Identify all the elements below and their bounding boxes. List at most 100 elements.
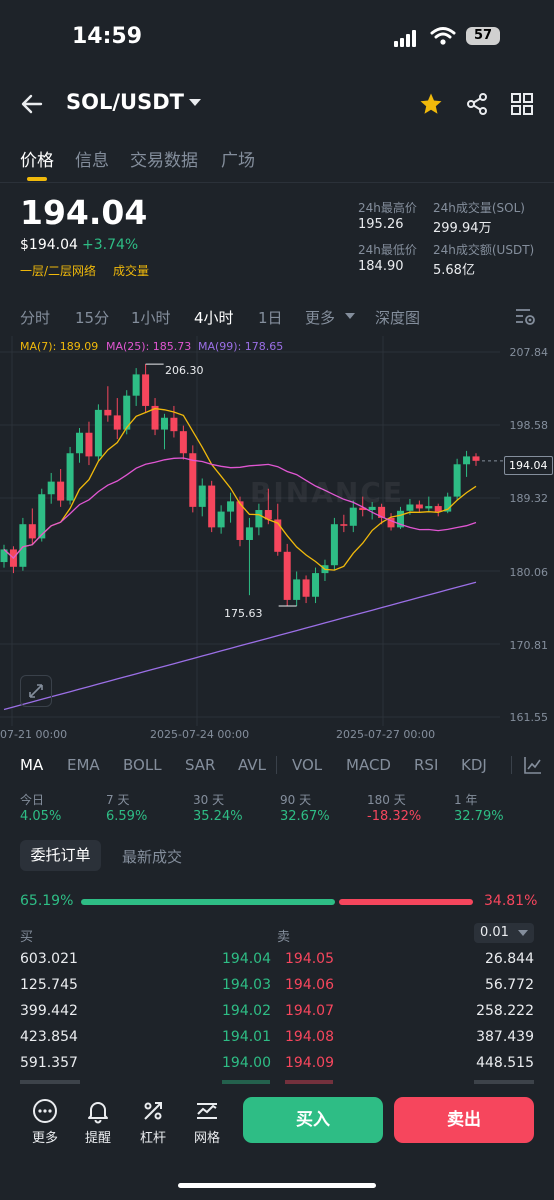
- pair-dropdown-icon[interactable]: [188, 98, 202, 108]
- candle-body: [142, 374, 150, 406]
- perf-label-180d: 180 天: [367, 793, 406, 807]
- home-indicator: [178, 1183, 376, 1188]
- watermark: BINANCE: [250, 476, 404, 509]
- bid-quantity[interactable]: 125.745: [20, 977, 78, 993]
- bid-price[interactable]: 194.01: [222, 1029, 271, 1045]
- tab-trading-data[interactable]: 交易数据: [130, 151, 198, 171]
- precision-selector[interactable]: 0.01: [474, 923, 534, 943]
- divider: [0, 182, 554, 183]
- bid-quantity[interactable]: 603.021: [20, 951, 78, 967]
- grid-trading-button[interactable]: [187, 1098, 227, 1128]
- more-button[interactable]: [25, 1098, 65, 1128]
- ask-quantity[interactable]: 26.844: [485, 951, 534, 967]
- more-label[interactable]: 更多: [32, 1131, 59, 1146]
- indicator-ema[interactable]: EMA: [67, 756, 100, 774]
- usd-price: $194.04: [20, 237, 78, 253]
- indicator-boll[interactable]: BOLL: [123, 756, 162, 774]
- buy-button[interactable]: 买入: [243, 1097, 383, 1143]
- ask-price[interactable]: 194.09: [285, 1055, 334, 1071]
- candle-body: [170, 417, 178, 432]
- candle-body: [312, 573, 320, 597]
- indicator-macd[interactable]: MACD: [346, 756, 391, 774]
- candle-body: [463, 456, 471, 465]
- chart-settings-icon[interactable]: [514, 306, 536, 326]
- indicator-vol[interactable]: VOL: [292, 756, 323, 774]
- indicator-rsi[interactable]: RSI: [414, 756, 439, 774]
- price-chart[interactable]: [0, 336, 554, 740]
- indicator-sar[interactable]: SAR: [185, 756, 216, 774]
- x-tick: 2025-07-27 00:00: [336, 728, 436, 741]
- x-tick: 2025-07-24 00:00: [150, 728, 250, 741]
- interval-more[interactable]: 更多: [305, 309, 336, 327]
- depth-chart-tab[interactable]: 深度图: [375, 309, 421, 327]
- candle-body: [113, 415, 121, 430]
- alert-label[interactable]: 提醒: [85, 1131, 112, 1146]
- favorite-star-icon[interactable]: [419, 92, 443, 116]
- leverage-button[interactable]: [133, 1098, 173, 1128]
- interval-1h[interactable]: 1小时: [131, 309, 171, 327]
- ask-quantity[interactable]: 56.772: [485, 977, 534, 993]
- alert-button[interactable]: [78, 1098, 118, 1128]
- candle-body: [349, 507, 357, 526]
- interval-1d[interactable]: 1日: [258, 309, 283, 327]
- candle-body: [283, 551, 291, 600]
- candle-body: [28, 524, 36, 539]
- pair-title[interactable]: SOL/USDT: [66, 90, 184, 114]
- sell-button[interactable]: 卖出: [394, 1097, 534, 1143]
- candle-body: [208, 485, 216, 528]
- bid-quantity[interactable]: 591.357: [20, 1055, 78, 1071]
- tab-square[interactable]: 广场: [221, 151, 255, 171]
- buy-sell-ratio-bar: [81, 899, 473, 905]
- candle-body: [227, 501, 235, 512]
- ma25-line: [3, 457, 477, 560]
- fullscreen-button[interactable]: [20, 675, 52, 707]
- tag-volume[interactable]: 成交量: [113, 264, 150, 278]
- ma7-legend: MA(7): 189.09: [20, 340, 99, 353]
- interval-15m[interactable]: 15分: [75, 309, 110, 327]
- bid-price[interactable]: 194.04: [222, 951, 271, 967]
- bid-price[interactable]: 194.03: [222, 977, 271, 993]
- candle-body: [387, 517, 395, 528]
- ask-price[interactable]: 194.05: [285, 951, 334, 967]
- back-arrow-icon[interactable]: [20, 92, 44, 116]
- indicator-ma[interactable]: MA: [20, 756, 44, 774]
- more-dropdown-icon[interactable]: [345, 313, 355, 320]
- indicator-chart-icon[interactable]: [523, 755, 543, 775]
- bid-price[interactable]: 194.02: [222, 1003, 271, 1019]
- ask-quantity[interactable]: 448.515: [476, 1055, 534, 1071]
- y-tick: 189.32: [509, 492, 549, 505]
- ask-price[interactable]: 194.08: [285, 1029, 334, 1045]
- indicator-kdj[interactable]: KDJ: [461, 756, 487, 774]
- bid-quantity[interactable]: 423.854: [20, 1029, 78, 1045]
- ask-price[interactable]: 194.07: [285, 1003, 334, 1019]
- active-tab-indicator: [27, 177, 47, 181]
- share-icon[interactable]: [465, 92, 489, 116]
- candle-body: [57, 481, 65, 501]
- tab-order-book[interactable]: 委托订单: [20, 840, 101, 871]
- y-tick: 170.81: [509, 639, 549, 652]
- grid-menu-icon[interactable]: [511, 93, 533, 115]
- bell-icon: [88, 1102, 108, 1124]
- bid-price[interactable]: 194.00: [222, 1055, 271, 1071]
- ask-quantity[interactable]: 258.222: [476, 1003, 534, 1019]
- perf-value-30d: 35.24%: [193, 809, 243, 824]
- high-value: 195.26: [358, 217, 404, 232]
- indicator-avl[interactable]: AVL: [238, 756, 266, 774]
- tag-layer[interactable]: 一层/二层网络: [20, 264, 97, 278]
- interval-time-share[interactable]: 分时: [20, 309, 51, 327]
- x-tick: 07-21 00:00: [0, 728, 68, 741]
- candle-body: [274, 519, 282, 552]
- price-change: +3.74%: [82, 237, 139, 253]
- tab-info[interactable]: 信息: [75, 151, 109, 171]
- bid-quantity[interactable]: 399.442: [20, 1003, 78, 1019]
- leverage-label[interactable]: 杠杆: [140, 1131, 167, 1146]
- tab-latest-trades[interactable]: 最新成交: [122, 848, 183, 866]
- buy-ratio-fill: [81, 899, 335, 905]
- ask-quantity[interactable]: 387.439: [476, 1029, 534, 1045]
- interval-4h[interactable]: 4小时: [194, 309, 234, 327]
- ask-price[interactable]: 194.06: [285, 977, 334, 993]
- grid-trading-label[interactable]: 网格: [194, 1131, 221, 1146]
- candle-body: [38, 494, 46, 539]
- candle-body: [160, 417, 168, 430]
- tab-price[interactable]: 价格: [20, 151, 54, 171]
